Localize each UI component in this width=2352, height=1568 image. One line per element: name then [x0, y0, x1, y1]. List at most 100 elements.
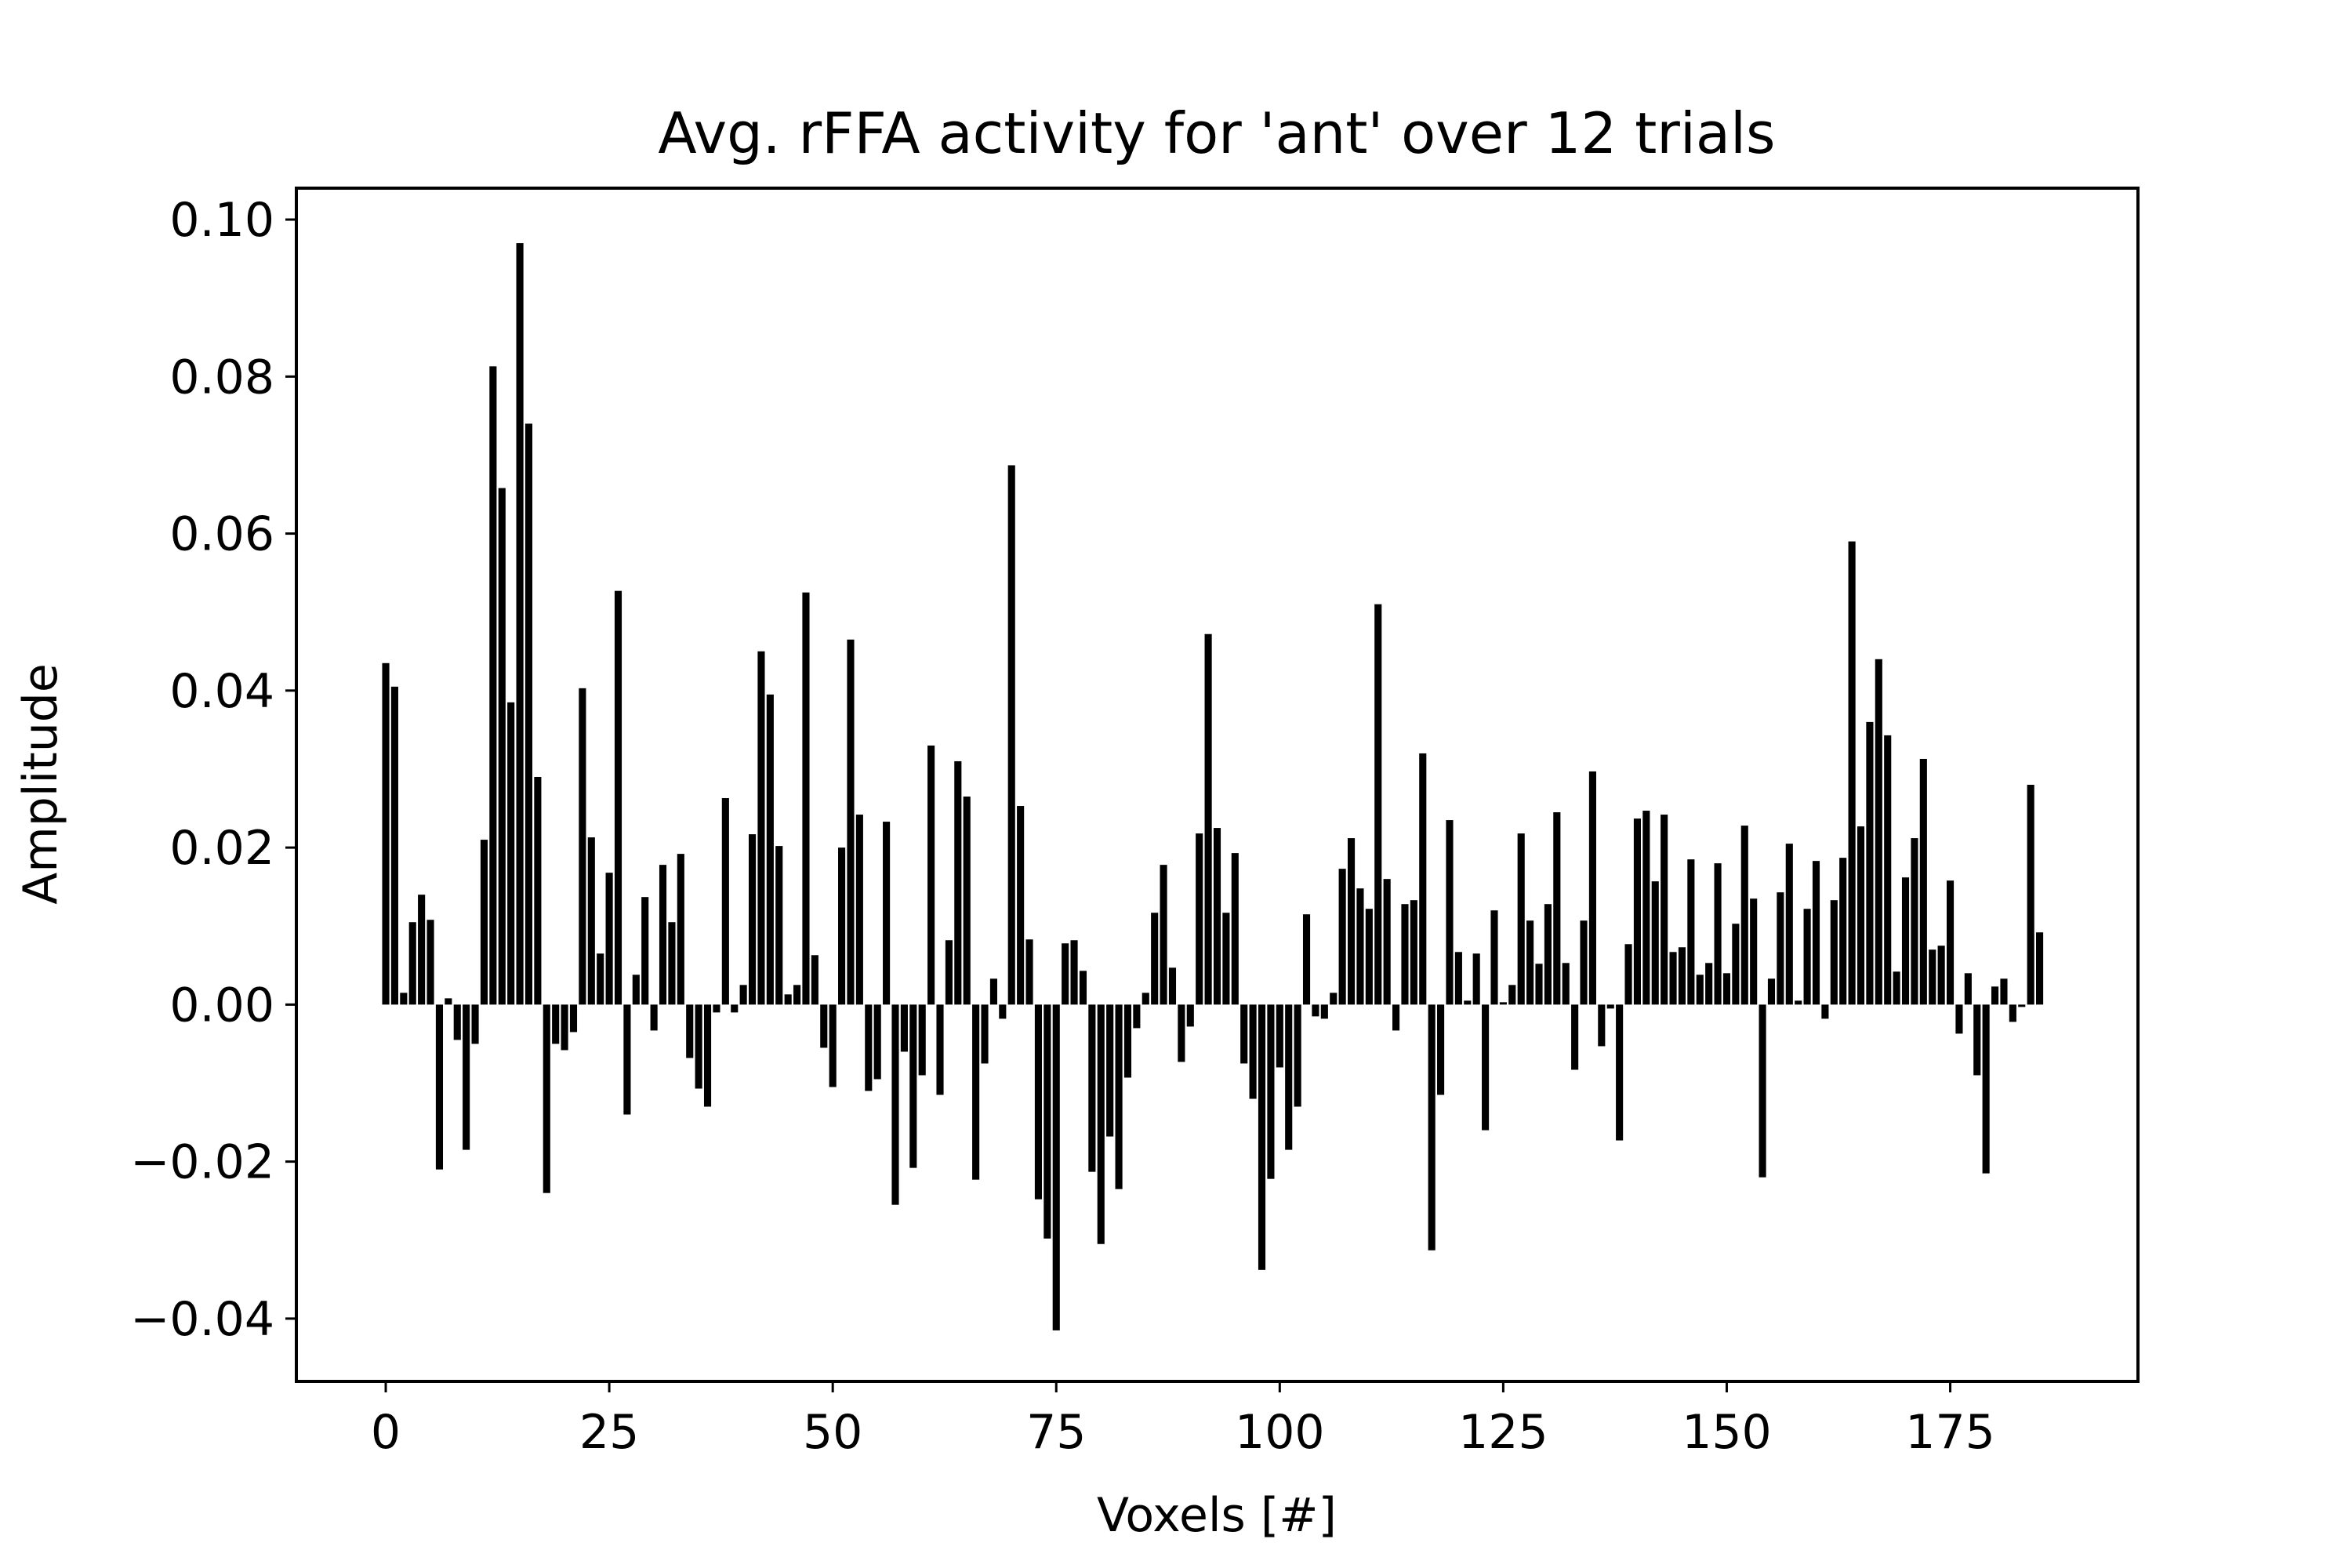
chart-title: Avg. rFFA activity for 'ant' over 12 tri… — [658, 100, 1775, 166]
bar — [668, 922, 676, 1005]
bar — [579, 688, 586, 1005]
bar — [1937, 946, 1945, 1005]
bar — [614, 590, 622, 1005]
bar — [1168, 967, 1177, 1005]
bar — [534, 776, 542, 1005]
bar — [829, 1004, 837, 1087]
bar — [1714, 863, 1722, 1005]
bar — [1642, 811, 1650, 1005]
bar — [1973, 1004, 1981, 1076]
bar — [1454, 952, 1462, 1005]
bar — [1803, 909, 1811, 1005]
bar — [1007, 465, 1015, 1005]
bar — [1034, 1004, 1042, 1200]
bar — [721, 798, 729, 1005]
bar — [891, 1004, 899, 1205]
bar — [650, 1004, 658, 1031]
bar — [793, 985, 801, 1005]
bar — [489, 366, 497, 1005]
bar — [1633, 818, 1641, 1005]
bar — [1848, 541, 1856, 1005]
bar — [1571, 1004, 1579, 1070]
x-tick-label: 75 — [1026, 1405, 1086, 1460]
bar — [936, 1004, 944, 1095]
bar — [2036, 932, 2044, 1005]
bar — [766, 694, 774, 1005]
bar — [1893, 971, 1900, 1005]
bar — [883, 822, 891, 1005]
bar — [408, 922, 416, 1005]
bar — [972, 1004, 980, 1180]
bar — [1705, 963, 1713, 1005]
bar — [641, 897, 649, 1005]
bar — [480, 840, 488, 1005]
bar — [1553, 812, 1561, 1005]
bar — [1812, 861, 1820, 1005]
x-axis-label: Voxels [#] — [1097, 1488, 1337, 1543]
bar — [1472, 953, 1480, 1005]
bar — [847, 639, 855, 1005]
bar — [1795, 1000, 1802, 1005]
bar — [1383, 879, 1391, 1005]
bar — [1759, 1004, 1766, 1178]
bar — [1750, 898, 1758, 1005]
bar — [1097, 1004, 1105, 1244]
bar — [1598, 1004, 1606, 1047]
bar — [703, 1004, 712, 1107]
bar — [1356, 888, 1364, 1005]
bar — [1991, 986, 1999, 1005]
bar — [802, 592, 810, 1005]
bar — [945, 940, 953, 1005]
bar — [1347, 838, 1356, 1005]
bar — [1330, 993, 1338, 1005]
bar — [1088, 1004, 1096, 1172]
bar — [855, 815, 863, 1005]
bar — [1186, 1004, 1194, 1027]
bar — [1437, 1004, 1445, 1095]
x-tick-label: 125 — [1458, 1405, 1548, 1460]
bar — [1204, 633, 1212, 1005]
bar — [1580, 920, 1588, 1005]
bar — [1240, 1004, 1248, 1064]
bar — [1606, 1004, 1614, 1009]
bar — [927, 745, 935, 1005]
bar — [1106, 1004, 1114, 1137]
bar — [1875, 659, 1882, 1005]
bar — [1213, 828, 1221, 1005]
bar — [757, 651, 765, 1005]
x-tick-label: 25 — [579, 1405, 639, 1460]
bar — [784, 994, 792, 1005]
bar — [1419, 753, 1427, 1005]
bar — [498, 488, 506, 1005]
bar — [418, 895, 426, 1005]
bar — [552, 1004, 560, 1044]
bar — [1222, 913, 1230, 1005]
bar — [1562, 963, 1570, 1005]
bar — [1911, 838, 1918, 1005]
bar — [1857, 826, 1865, 1005]
bar — [1964, 973, 1972, 1005]
bar — [811, 955, 818, 1005]
bar — [659, 865, 667, 1005]
bar — [1410, 900, 1417, 1005]
x-ticks-group: 0 25 50 75 100 125 150 175 — [371, 1381, 1995, 1460]
bar — [1196, 833, 1203, 1005]
bar — [1428, 1004, 1436, 1250]
bar — [524, 423, 533, 1005]
bar — [1901, 877, 1910, 1005]
bar — [1365, 909, 1373, 1005]
bar — [1651, 881, 1659, 1005]
bar — [1767, 978, 1776, 1005]
bar — [1544, 904, 1552, 1005]
bar — [1249, 1004, 1257, 1099]
bar — [1160, 865, 1167, 1005]
bar — [1929, 949, 1936, 1005]
bar — [731, 1004, 739, 1013]
bar — [605, 873, 613, 1005]
bar — [775, 846, 783, 1005]
bar — [1588, 771, 1596, 1005]
bar — [1482, 1004, 1490, 1131]
bar — [516, 243, 524, 1005]
bar — [1669, 952, 1677, 1005]
